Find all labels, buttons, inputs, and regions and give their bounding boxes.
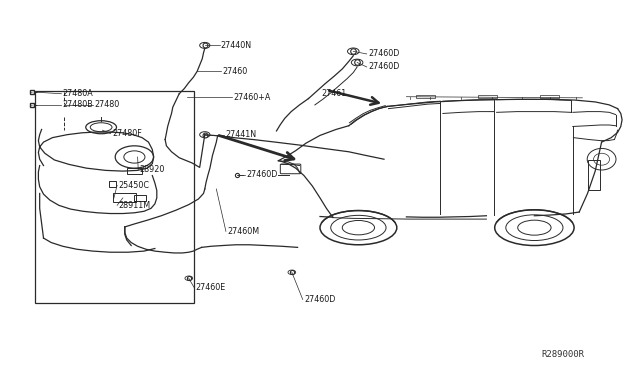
Text: 27460: 27460 bbox=[223, 67, 248, 76]
Text: 28920: 28920 bbox=[140, 165, 165, 174]
Text: R289000R: R289000R bbox=[541, 350, 585, 359]
Text: 28911M: 28911M bbox=[118, 201, 150, 210]
Text: 27460D: 27460D bbox=[368, 62, 399, 71]
Text: 27460+A: 27460+A bbox=[234, 93, 271, 102]
Bar bbox=[127, 168, 142, 174]
Text: 27441N: 27441N bbox=[225, 130, 257, 139]
Text: 27480: 27480 bbox=[95, 100, 120, 109]
Bar bbox=[113, 193, 136, 202]
Text: 25450C: 25450C bbox=[118, 181, 149, 190]
Bar bbox=[109, 181, 116, 187]
Text: 27480F: 27480F bbox=[112, 129, 141, 138]
Text: 27460E: 27460E bbox=[195, 283, 225, 292]
Text: 27480A: 27480A bbox=[63, 89, 93, 98]
Text: 27461: 27461 bbox=[321, 89, 346, 98]
Bar bbox=[478, 95, 497, 98]
Text: 27460D: 27460D bbox=[246, 170, 278, 179]
Bar bbox=[134, 195, 146, 201]
Bar bbox=[416, 95, 435, 98]
Text: 27480B: 27480B bbox=[63, 100, 93, 109]
Text: 27460D: 27460D bbox=[368, 49, 399, 58]
Text: 27440N: 27440N bbox=[221, 41, 252, 50]
Text: 27460D: 27460D bbox=[304, 295, 335, 304]
Bar bbox=[35, 91, 194, 303]
Bar bbox=[540, 95, 559, 98]
Bar bbox=[588, 160, 600, 190]
Text: 27460M: 27460M bbox=[227, 227, 259, 236]
